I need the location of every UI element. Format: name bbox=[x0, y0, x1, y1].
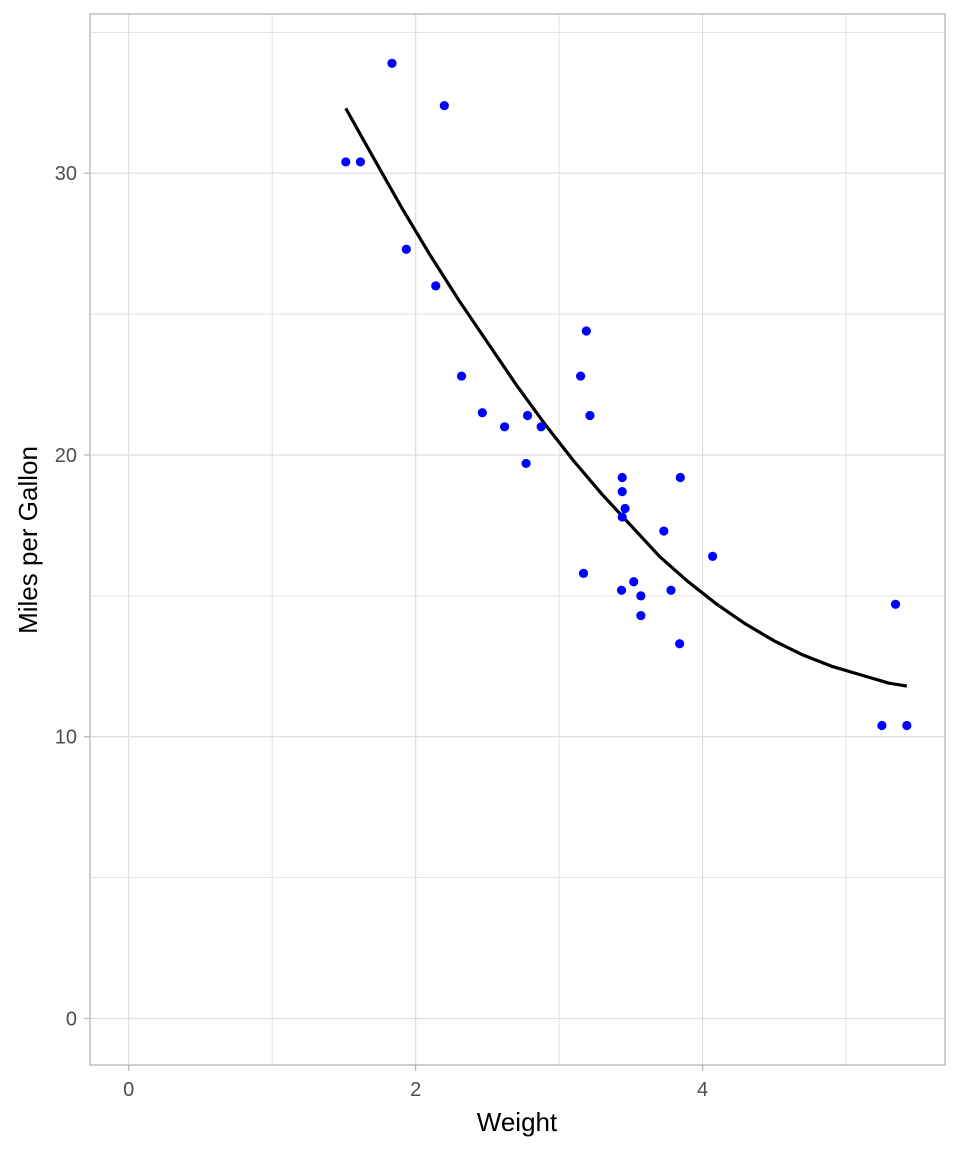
data-point bbox=[877, 720, 887, 731]
fit-line-layer bbox=[344, 107, 908, 688]
data-point bbox=[617, 512, 627, 522]
data-point bbox=[439, 100, 449, 111]
data-point bbox=[636, 610, 646, 621]
data-point bbox=[387, 58, 397, 68]
data-point bbox=[536, 422, 546, 432]
data-point bbox=[522, 410, 533, 421]
y-tick-label: 0 bbox=[66, 1009, 77, 1031]
data-point bbox=[341, 157, 351, 167]
data-points bbox=[341, 58, 912, 731]
y-tick-label: 20 bbox=[55, 445, 77, 467]
data-point bbox=[675, 639, 685, 649]
data-point bbox=[585, 410, 595, 421]
x-tick-label: 0 bbox=[123, 1079, 134, 1101]
data-point bbox=[675, 472, 685, 483]
data-point bbox=[659, 526, 669, 536]
data-point bbox=[620, 503, 630, 514]
data-point bbox=[666, 585, 676, 595]
data-point bbox=[617, 486, 627, 497]
grid-lines bbox=[90, 14, 945, 1065]
fit-line bbox=[344, 107, 908, 688]
y-tick-label: 30 bbox=[55, 163, 77, 185]
data-point bbox=[617, 472, 627, 483]
data-point bbox=[616, 585, 627, 595]
x-tick-label: 2 bbox=[410, 1079, 421, 1101]
data-point bbox=[902, 720, 912, 731]
data-point bbox=[499, 422, 510, 432]
data-point bbox=[629, 577, 639, 587]
data-point bbox=[581, 326, 591, 336]
data-point bbox=[636, 591, 646, 601]
x-axis-title: Weight bbox=[477, 1107, 558, 1137]
data-point bbox=[521, 458, 531, 469]
data-point bbox=[477, 408, 487, 418]
data-point bbox=[431, 281, 441, 291]
data-point bbox=[890, 599, 901, 609]
y-axis-title: Miles per Gallon bbox=[13, 446, 43, 634]
x-tick-labels: 0 2 4 bbox=[123, 1079, 708, 1101]
data-point bbox=[401, 244, 411, 254]
x-tick-label: 4 bbox=[697, 1079, 708, 1101]
data-point bbox=[355, 157, 366, 167]
data-point bbox=[456, 371, 467, 381]
y-tick-label: 10 bbox=[55, 727, 77, 749]
panel-border bbox=[89, 13, 946, 1066]
data-point bbox=[578, 568, 589, 578]
panel-frame bbox=[84, 13, 946, 1071]
data-point bbox=[576, 371, 586, 381]
y-tick-labels: 0 10 20 30 bbox=[55, 163, 77, 1030]
data-point bbox=[708, 551, 718, 562]
